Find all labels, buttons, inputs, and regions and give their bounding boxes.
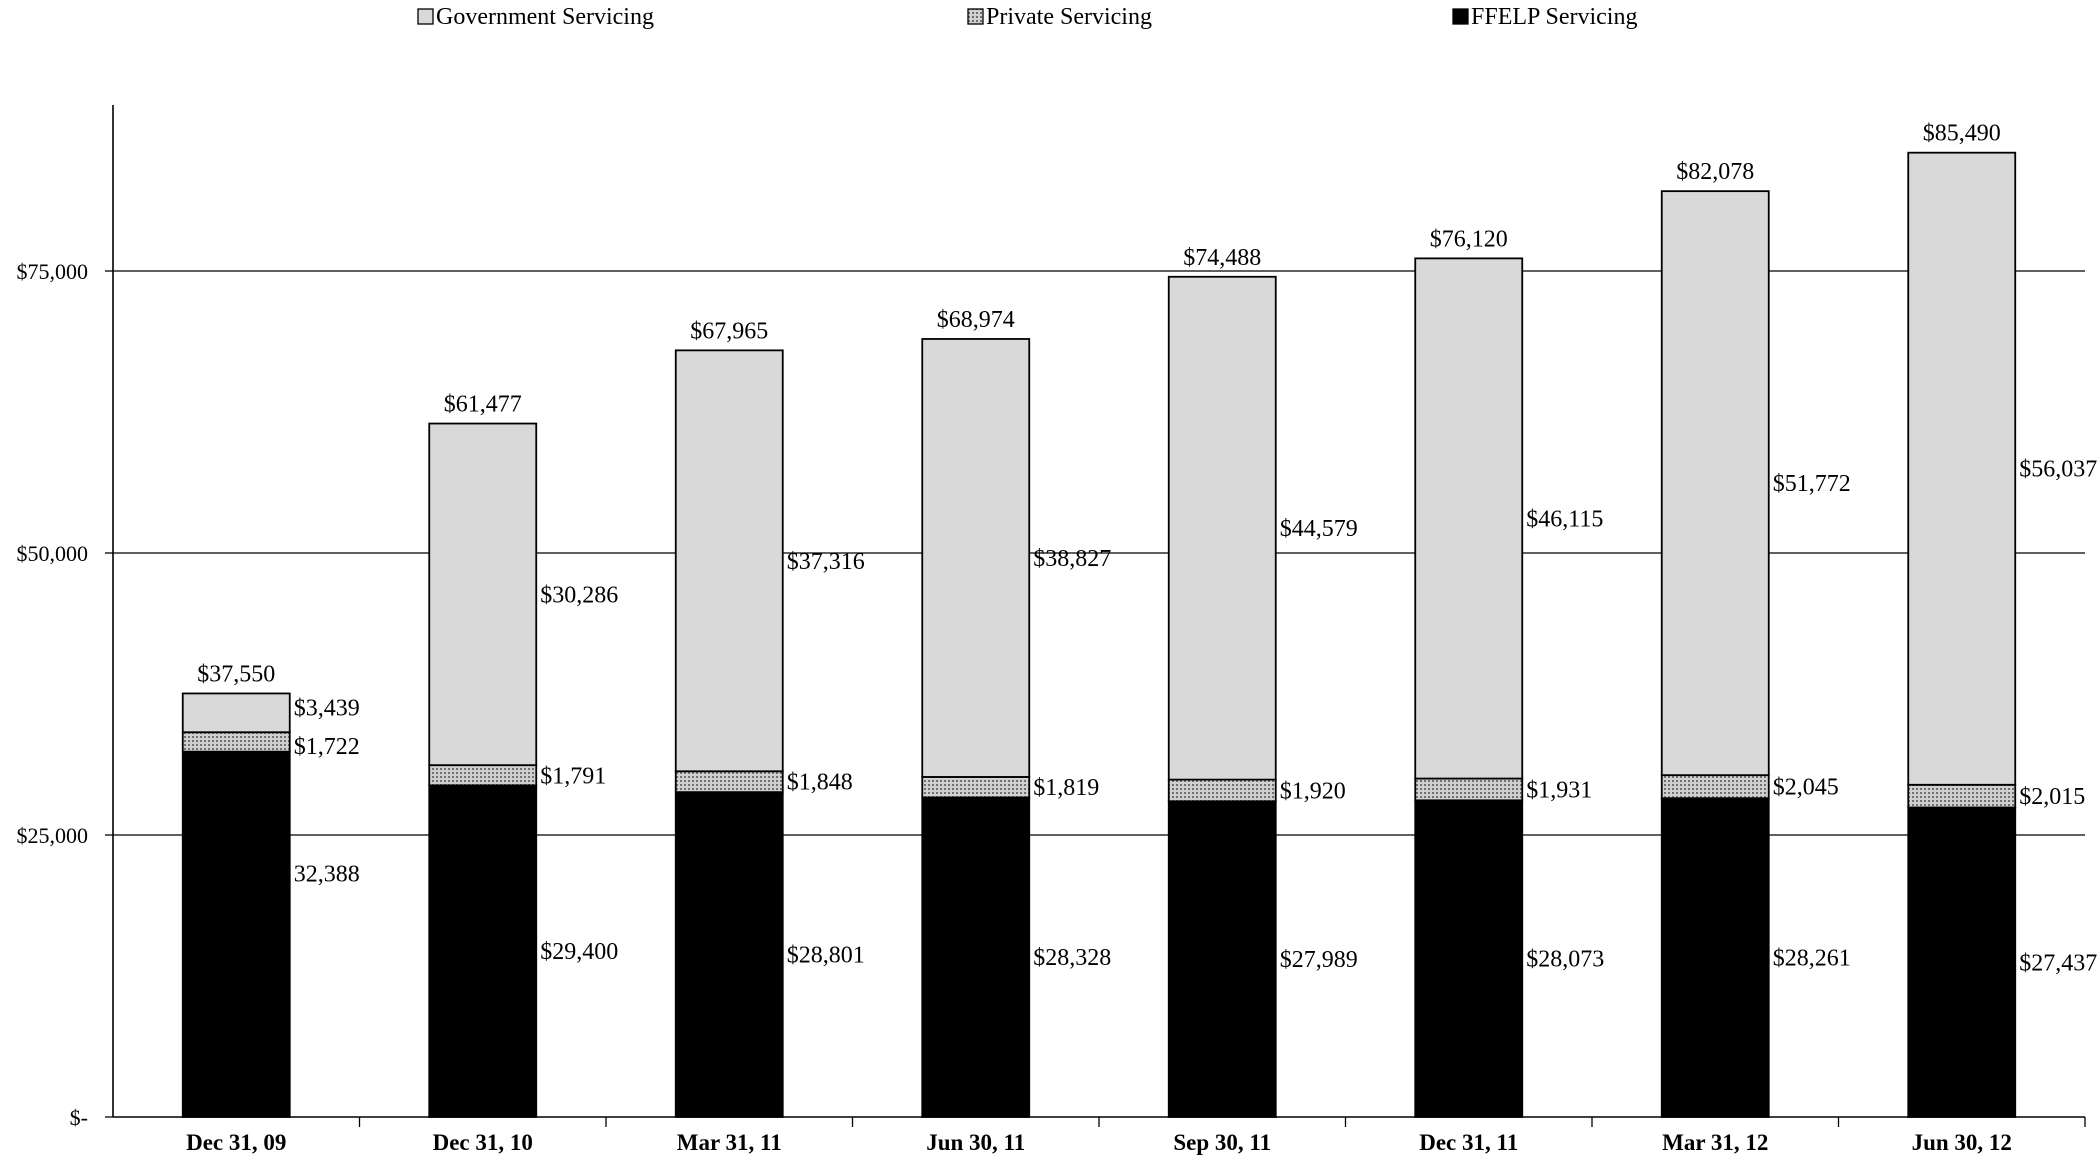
bar-private-servicing — [1907, 783, 2017, 809]
bar-government-servicing — [921, 338, 1031, 778]
y-tick-label: $50,000 — [17, 541, 89, 566]
total-label: $61,477 — [444, 392, 522, 418]
bar-private-servicing — [181, 731, 291, 753]
bar-ffelp-servicing — [1660, 797, 1770, 1118]
bar-ffelp-servicing — [921, 796, 1031, 1118]
total-label: $82,078 — [1676, 159, 1754, 185]
axes: $- $25,000 $50,000 $75,000 Dec 31, 09 Dec 31,… — [17, 105, 2086, 1155]
data-label-government-servicing: $38,827 — [1033, 546, 1111, 572]
x-tick-label: Mar 31, 11 — [677, 1130, 782, 1155]
data-label-private-servicing: $1,931 — [1526, 777, 1592, 803]
bar-government-servicing — [1414, 257, 1524, 780]
total-label: $74,488 — [1183, 245, 1261, 271]
data-label-government-servicing: $51,772 — [1773, 471, 1851, 497]
bar-ffelp-servicing — [674, 791, 784, 1118]
bar-government-servicing — [1167, 275, 1277, 781]
data-label-government-servicing: $30,286 — [540, 582, 618, 608]
bar-private-servicing — [1660, 774, 1770, 800]
data-label-ffelp-servicing: $28,328 — [1033, 945, 1111, 971]
bar-private-servicing — [921, 776, 1031, 799]
bar-private-servicing — [1167, 778, 1277, 803]
x-tick-label: Sep 30, 11 — [1173, 1130, 1271, 1155]
data-label-government-servicing: $3,439 — [294, 695, 360, 721]
bar-government-servicing — [1907, 151, 2017, 786]
legend-label-government-servicing: Government Servicing — [436, 4, 654, 30]
bar-government-servicing — [181, 692, 291, 734]
data-label-ffelp-servicing: $27,989 — [1280, 947, 1358, 973]
data-label-government-servicing: $46,115 — [1526, 506, 1603, 532]
legend-swatch-private-servicing — [967, 8, 984, 25]
data-label-private-servicing: $1,920 — [1280, 778, 1346, 804]
legend-label-private-servicing: Private Servicing — [986, 4, 1152, 30]
total-label: $85,490 — [1923, 121, 2001, 147]
x-tick-label: Dec 31, 11 — [1419, 1130, 1518, 1155]
legend: Government Servicing Private Servicing FFE… — [417, 4, 1637, 30]
total-label: $67,965 — [690, 318, 768, 344]
data-label-ffelp-servicing: 32,388 — [294, 862, 360, 888]
bars — [181, 151, 2017, 1118]
data-label-government-servicing: $44,579 — [1280, 516, 1358, 542]
total-label: $68,974 — [937, 307, 1015, 333]
data-labels: 32,388 $1,722 $3,439 $37,550 $29,400 $1,791 $3… — [197, 121, 2097, 977]
bar-private-servicing — [428, 764, 538, 787]
data-label-government-servicing: $56,037 — [2019, 457, 2097, 483]
bar-ffelp-servicing — [181, 750, 291, 1118]
bar-private-servicing — [1414, 777, 1524, 802]
data-label-private-servicing: $1,722 — [294, 734, 360, 760]
data-label-private-servicing: $1,791 — [540, 763, 606, 789]
bar-government-servicing — [428, 422, 538, 767]
data-label-private-servicing: $1,848 — [787, 770, 853, 796]
y-tick-label: $75,000 — [17, 259, 89, 284]
x-tick-label: Mar 31, 12 — [1662, 1130, 1768, 1155]
x-tick-label: Dec 31, 10 — [433, 1130, 533, 1155]
total-label: $37,550 — [197, 661, 275, 687]
bar-private-servicing — [674, 770, 784, 794]
total-label: $76,120 — [1430, 226, 1508, 252]
data-label-ffelp-servicing: $28,261 — [1773, 946, 1851, 972]
data-label-government-servicing: $37,316 — [787, 549, 865, 575]
bar-government-servicing — [674, 349, 784, 773]
bar-ffelp-servicing — [1414, 799, 1524, 1118]
data-label-ffelp-servicing: $28,801 — [787, 943, 865, 969]
data-label-private-servicing: $1,819 — [1033, 775, 1099, 801]
y-tick-label: $- — [70, 1105, 88, 1130]
data-label-private-servicing: $2,015 — [2019, 784, 2085, 810]
bar-ffelp-servicing — [428, 784, 538, 1118]
legend-label-ffelp-servicing: FFELP Servicing — [1471, 4, 1637, 30]
bar-ffelp-servicing — [1167, 800, 1277, 1118]
legend-swatch-ffelp-servicing — [1452, 8, 1469, 25]
bar-ffelp-servicing — [1907, 806, 2017, 1118]
bar-government-servicing — [1660, 190, 1770, 777]
x-tick-label: Jun 30, 12 — [1912, 1130, 2012, 1155]
data-label-private-servicing: $2,045 — [1773, 775, 1839, 801]
x-tick-label: Dec 31, 09 — [186, 1130, 286, 1155]
x-tick-label: Jun 30, 11 — [926, 1130, 1025, 1155]
data-label-ffelp-servicing: $28,073 — [1526, 947, 1604, 973]
y-tick-label: $25,000 — [17, 823, 89, 848]
legend-swatch-government-servicing — [417, 8, 434, 25]
data-label-ffelp-servicing: $29,400 — [540, 939, 618, 965]
data-label-ffelp-servicing: $27,437 — [2019, 950, 2097, 976]
